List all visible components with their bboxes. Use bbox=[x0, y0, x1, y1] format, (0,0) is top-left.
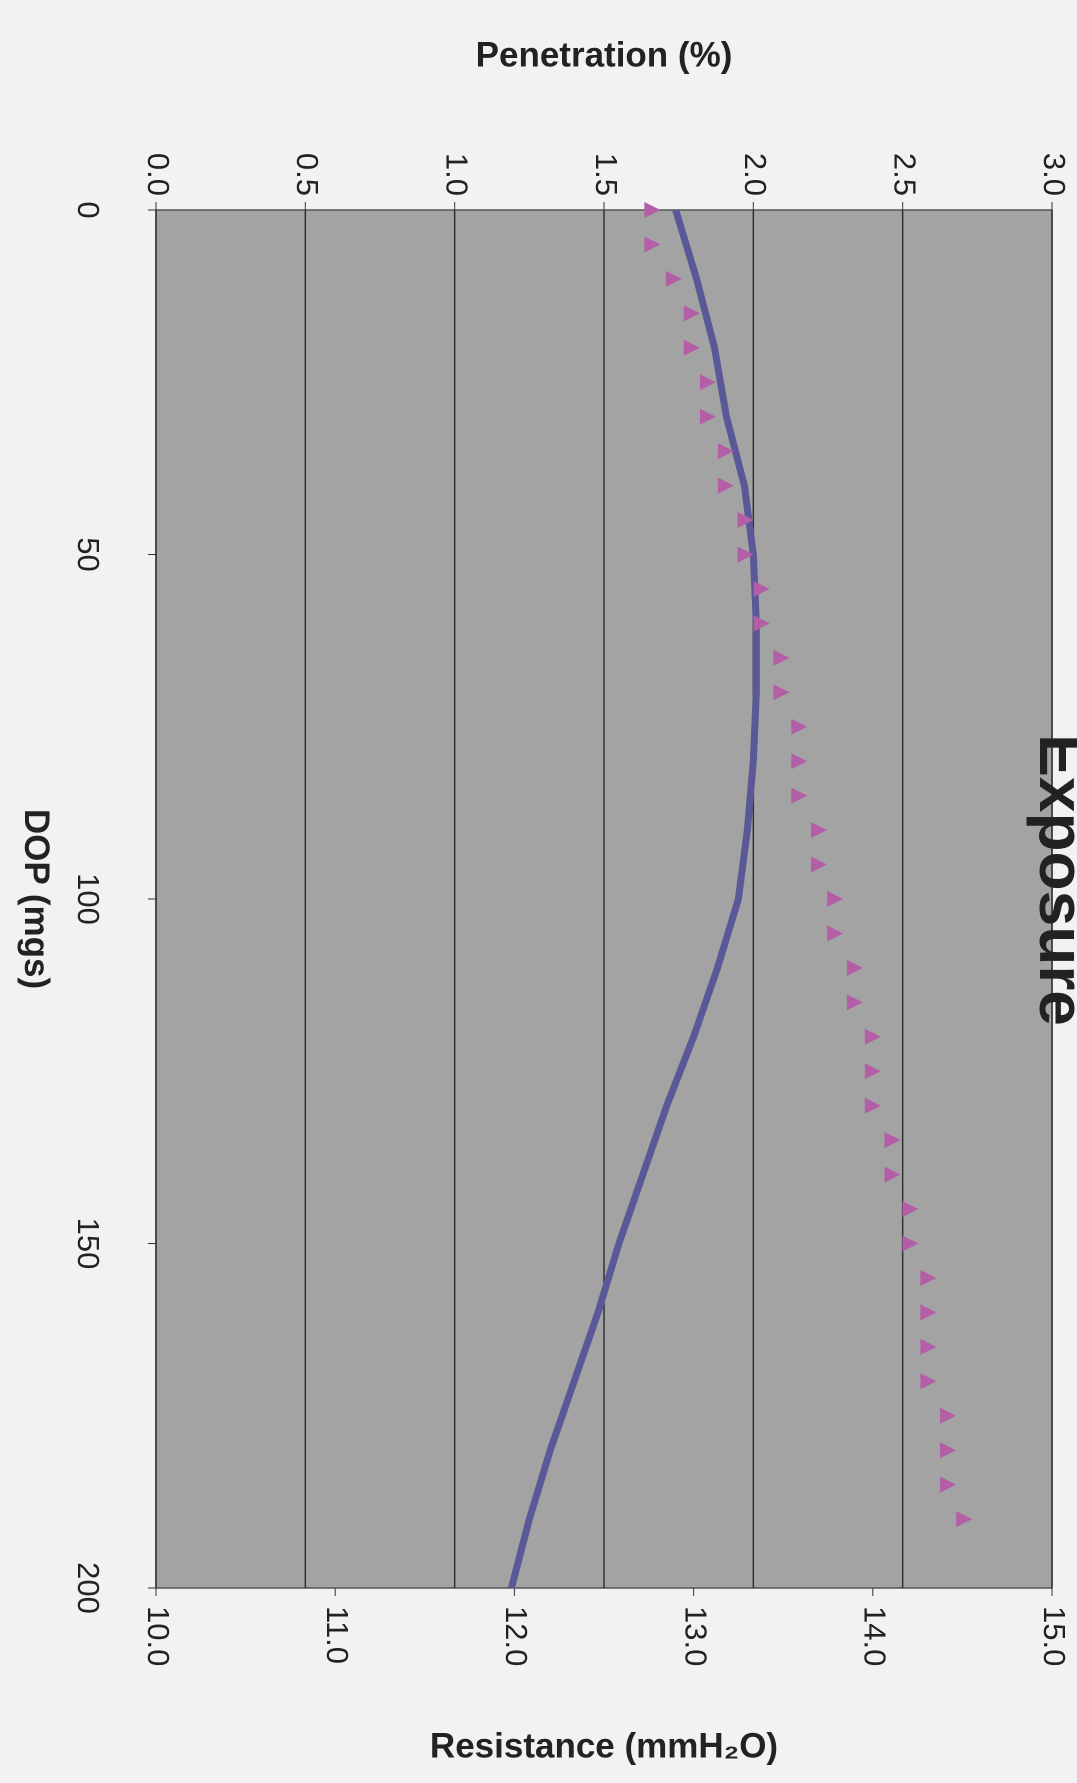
triangle-marker bbox=[902, 1235, 919, 1252]
x-tick-label: 100 bbox=[71, 873, 106, 925]
y2-tick-label: 11.0 bbox=[320, 1606, 355, 1664]
triangle-marker bbox=[864, 1028, 881, 1045]
x-tick-label: 0 bbox=[71, 201, 106, 218]
y-tick-label: 0.5 bbox=[290, 153, 325, 196]
triangle-marker bbox=[920, 1304, 937, 1321]
y2-tick-label: 10.0 bbox=[141, 1606, 176, 1666]
triangle-marker bbox=[791, 718, 808, 735]
x-tick-label: 50 bbox=[71, 537, 106, 571]
triangle-marker bbox=[940, 1476, 957, 1493]
rotated-chart: DOP (mgs) Penetration (%) Resistance (mm… bbox=[17, 35, 1077, 1765]
triangle-marker bbox=[791, 753, 808, 770]
x-axis-label: DOP (mgs) bbox=[17, 809, 56, 989]
data-line bbox=[508, 208, 760, 1589]
y-tick-label: 1.5 bbox=[589, 153, 624, 196]
triangle-marker bbox=[644, 236, 661, 253]
triangle-marker bbox=[940, 1407, 957, 1424]
triangle-marker bbox=[920, 1338, 937, 1355]
triangle-marker bbox=[811, 856, 828, 873]
y-axis-label: Penetration (%) bbox=[476, 35, 733, 74]
y-tick-label: 3.0 bbox=[1037, 153, 1072, 196]
chart-title: Exposure bbox=[1026, 734, 1077, 1026]
triangle-marker bbox=[683, 339, 700, 356]
x-tick-label: 200 bbox=[71, 1562, 106, 1614]
y-tick-label: 2.5 bbox=[887, 153, 922, 196]
triangle-marker bbox=[846, 994, 863, 1011]
triangle-marker bbox=[773, 684, 790, 701]
triangle-marker bbox=[884, 1132, 901, 1149]
triangle-marker bbox=[699, 374, 716, 391]
triangle-marker bbox=[717, 477, 734, 494]
triangle-marker bbox=[737, 546, 754, 563]
triangle-marker bbox=[940, 1442, 957, 1459]
triangle-marker bbox=[864, 1063, 881, 1080]
triangle-marker bbox=[827, 925, 844, 942]
triangle-marker bbox=[683, 305, 700, 322]
triangle-marker bbox=[753, 615, 770, 632]
triangle-marker bbox=[902, 1201, 919, 1218]
triangle-marker bbox=[864, 1097, 881, 1114]
y2-tick-label: 13.0 bbox=[678, 1606, 713, 1666]
triangle-marker bbox=[665, 270, 682, 287]
triangle-marker bbox=[956, 1511, 973, 1528]
triangle-marker bbox=[811, 822, 828, 839]
y-tick-label: 2.0 bbox=[738, 153, 773, 196]
triangle-marker bbox=[699, 408, 716, 425]
y-tick-label: 0.0 bbox=[141, 153, 176, 196]
triangle-marker bbox=[737, 512, 754, 529]
triangle-marker bbox=[827, 891, 844, 907]
y2-tick-label: 15.0 bbox=[1037, 1606, 1072, 1666]
triangle-marker bbox=[717, 443, 734, 460]
y2-tick-label: 14.0 bbox=[858, 1606, 893, 1666]
triangle-marker bbox=[884, 1166, 901, 1183]
x-tick-label: 150 bbox=[71, 1218, 106, 1270]
triangle-marker bbox=[846, 959, 863, 976]
triangle-marker bbox=[920, 1269, 937, 1286]
y2-tick-label: 12.0 bbox=[499, 1606, 534, 1666]
triangle-marker bbox=[773, 649, 790, 666]
triangle-marker bbox=[920, 1373, 937, 1390]
y-tick-label: 1.0 bbox=[439, 153, 474, 196]
triangle-marker bbox=[753, 580, 770, 597]
triangle-marker bbox=[791, 787, 808, 804]
triangle-marker bbox=[644, 202, 661, 218]
y2-axis-label: Resistance (mmH₂O) bbox=[430, 1726, 778, 1765]
